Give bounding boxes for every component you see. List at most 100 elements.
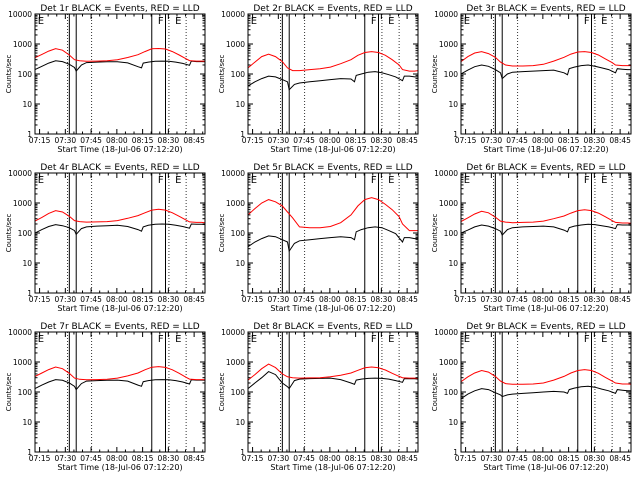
attenuator-marker: E	[175, 175, 181, 186]
x-axis-label: Start Time (18-Jul-06 07:12:20)	[483, 304, 608, 313]
plot-frame	[34, 13, 206, 135]
panel-det-2: Det 2r BLACK = Events, RED = LLD 1 10 100 10…	[218, 4, 419, 154]
x-tick-label: 08:30	[371, 295, 393, 304]
panel-det-4: Det 4r BLACK = Events, RED = LLD 1 10 100 10…	[5, 163, 206, 313]
y-axis-label: Counts/sec	[218, 214, 226, 253]
x-tick-label: 08:15	[558, 295, 580, 304]
y-tick-label: 1000	[13, 199, 32, 208]
x-tick-label: 07:45	[506, 295, 528, 304]
panel-det-1: Det 1r BLACK = Events, RED = LLD 1 10 100 10…	[5, 4, 206, 154]
x-tick-label: 08:15	[132, 454, 154, 463]
x-tick-label: 07:15	[242, 136, 264, 145]
x-axis-label: Start Time (18-Jul-06 07:12:20)	[483, 145, 608, 154]
x-tick-label: 07:15	[242, 295, 264, 304]
x-tick-label: 08:15	[558, 454, 580, 463]
attenuator-marker: E	[601, 175, 607, 186]
y-tick-label: 1	[453, 448, 458, 457]
x-tick-label: 07:30	[268, 295, 290, 304]
x-tick-label: 08:45	[183, 454, 205, 463]
x-tick-label: 07:45	[80, 136, 102, 145]
y-tick-label: 100	[18, 70, 33, 79]
x-tick-label: 08:15	[558, 136, 580, 145]
y-tick-label: 10	[22, 100, 32, 109]
panel-title: Det 3r BLACK = Events, RED = LLD	[466, 4, 625, 14]
x-tick-label: 08:15	[345, 136, 367, 145]
y-tick-label: 10000	[8, 328, 32, 337]
attenuator-marker: F	[584, 175, 590, 186]
attenuator-marker: E	[38, 334, 44, 345]
x-tick-label: 07:30	[481, 136, 503, 145]
x-tick-label: 07:15	[29, 454, 51, 463]
y-tick-label: 10	[22, 259, 32, 268]
x-axis-label: Start Time (18-Jul-06 07:12:20)	[57, 304, 182, 313]
y-tick-label: 10000	[221, 328, 245, 337]
y-tick-label: 100	[18, 229, 33, 238]
y-tick-label: 10000	[221, 169, 245, 178]
x-tick-label: 08:00	[532, 454, 554, 463]
attenuator-marker: E	[38, 175, 44, 186]
x-tick-label: 08:45	[609, 295, 631, 304]
x-tick-label: 07:45	[80, 454, 102, 463]
x-tick-label: 07:30	[481, 454, 503, 463]
panel-det-6: Det 6r BLACK = Events, RED = LLD 1 10 100 10…	[431, 163, 632, 313]
y-axis-label: Counts/sec	[5, 373, 13, 412]
x-tick-label: 08:30	[371, 136, 393, 145]
x-tick-label: 08:45	[396, 454, 418, 463]
x-tick-label: 08:15	[132, 136, 154, 145]
x-tick-label: 07:15	[242, 454, 264, 463]
x-tick-label: 08:15	[345, 454, 367, 463]
x-axis-label: Start Time (18-Jul-06 07:12:20)	[483, 463, 608, 472]
x-tick-label: 08:30	[584, 136, 606, 145]
y-tick-label: 10	[22, 418, 32, 427]
x-tick-label: 08:30	[158, 295, 180, 304]
x-tick-label: 08:45	[396, 136, 418, 145]
y-tick-label: 10	[235, 418, 245, 427]
panel-title: Det 6r BLACK = Events, RED = LLD	[466, 163, 625, 173]
lld-series-line	[248, 363, 418, 381]
y-tick-label: 1	[27, 130, 32, 139]
attenuator-marker: E	[601, 334, 607, 345]
y-axis-label: Counts/sec	[431, 55, 439, 94]
x-tick-label: 07:30	[268, 454, 290, 463]
y-tick-label: 10000	[434, 10, 458, 19]
y-tick-label: 100	[444, 388, 459, 397]
x-tick-label: 07:30	[481, 295, 503, 304]
attenuator-marker: F	[584, 334, 590, 345]
x-tick-label: 08:30	[584, 454, 606, 463]
panel-title: Det 7r BLACK = Events, RED = LLD	[40, 322, 199, 332]
y-tick-label: 1000	[13, 358, 32, 367]
x-tick-label: 08:00	[532, 295, 554, 304]
attenuator-marker: F	[371, 16, 377, 27]
x-tick-label: 07:30	[55, 454, 77, 463]
attenuator-marker: F	[371, 334, 377, 345]
events-series-line	[461, 223, 631, 236]
y-tick-label: 1000	[226, 199, 245, 208]
x-tick-label: 08:00	[532, 136, 554, 145]
attenuator-marker: E	[175, 334, 181, 345]
y-tick-label: 10000	[434, 169, 458, 178]
x-tick-label: 07:30	[55, 136, 77, 145]
x-tick-label: 07:15	[455, 454, 477, 463]
x-tick-label: 08:30	[584, 295, 606, 304]
panel-title: Det 1r BLACK = Events, RED = LLD	[40, 4, 199, 14]
x-tick-label: 07:45	[80, 295, 102, 304]
x-tick-label: 08:30	[158, 136, 180, 145]
y-axis-label: Counts/sec	[431, 373, 439, 412]
attenuator-marker: F	[158, 175, 164, 186]
y-tick-label: 1	[27, 289, 32, 298]
y-tick-label: 10	[448, 259, 458, 268]
x-tick-label: 08:45	[183, 136, 205, 145]
panel-det-8: Det 8r BLACK = Events, RED = LLD 1 10 100 10…	[218, 322, 419, 472]
y-tick-label: 1	[240, 448, 245, 457]
attenuator-marker: E	[388, 175, 394, 186]
y-tick-label: 1000	[439, 40, 458, 49]
events-series-line	[35, 60, 205, 73]
y-tick-label: 100	[231, 229, 246, 238]
y-tick-label: 100	[231, 70, 246, 79]
x-axis-label: Start Time (18-Jul-06 07:12:20)	[57, 145, 182, 154]
y-tick-label: 10000	[8, 10, 32, 19]
x-tick-label: 07:30	[55, 295, 77, 304]
panel-title: Det 9r BLACK = Events, RED = LLD	[466, 322, 625, 332]
x-tick-label: 08:00	[106, 454, 128, 463]
